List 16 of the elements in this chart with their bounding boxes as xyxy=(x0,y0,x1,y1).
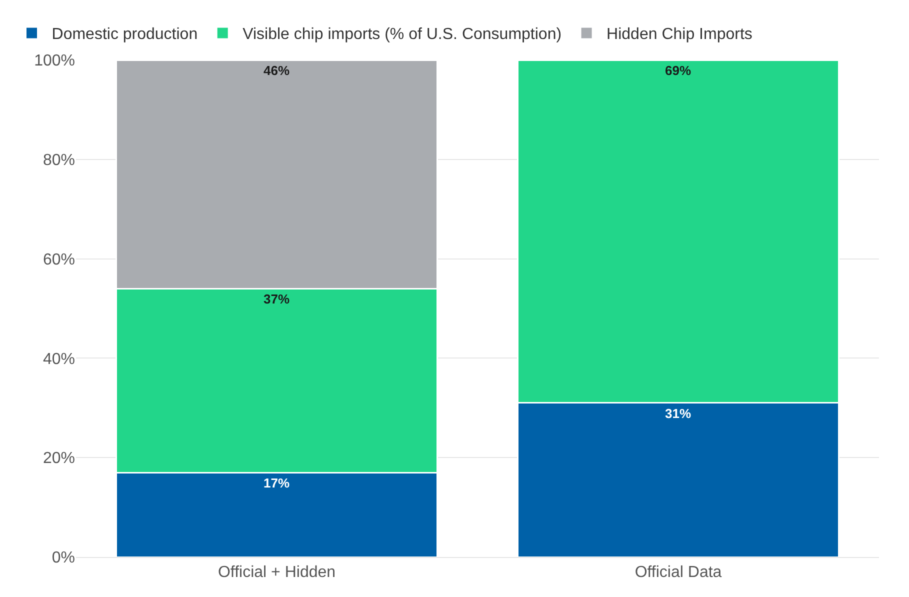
y-tick-label: 80% xyxy=(42,152,75,169)
data-label: 31% xyxy=(665,406,692,421)
data-label: 46% xyxy=(264,63,290,78)
x-tick-label: Official + Hidden xyxy=(218,564,336,582)
y-tick-label: 20% xyxy=(42,450,75,468)
y-tick-label: 0% xyxy=(52,550,75,567)
x-tick-label: Official Data xyxy=(634,564,722,582)
y-tick-label: 100% xyxy=(34,52,75,70)
legend-label: Visible chip imports (% of U.S. Consumption) xyxy=(242,26,562,44)
legend-label: Domestic production xyxy=(52,26,198,44)
y-tick-label: 60% xyxy=(42,251,75,268)
y-tick-label: 40% xyxy=(42,350,75,368)
data-label: 17% xyxy=(264,476,290,491)
data-label: 69% xyxy=(665,63,692,78)
legend-label: Hidden Chip Imports xyxy=(606,26,752,44)
data-label: 37% xyxy=(264,292,290,307)
